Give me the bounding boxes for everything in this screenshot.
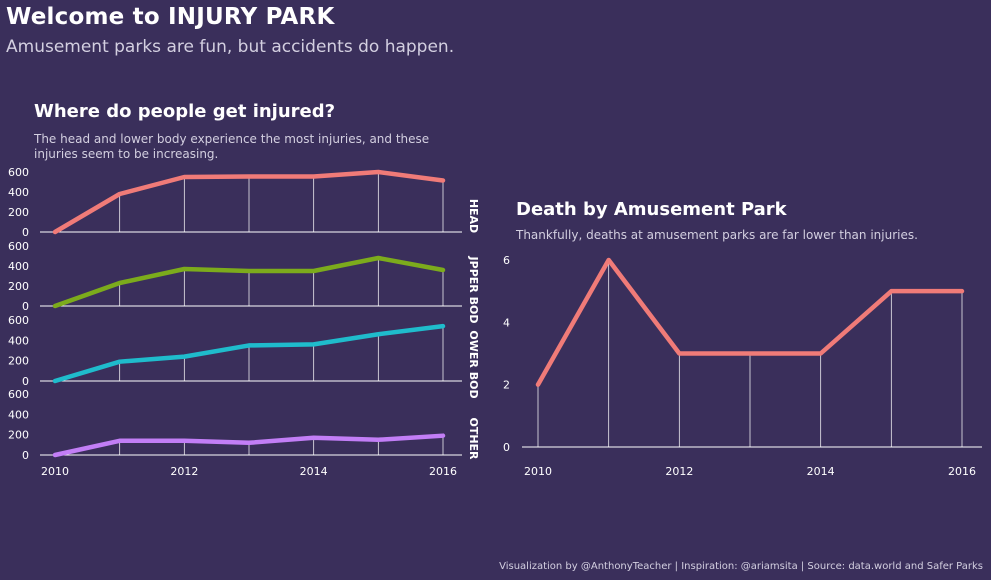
x-tick-label: 2016 xyxy=(948,465,976,478)
y-tick-label: 200 xyxy=(8,355,29,368)
y-tick-label: 600 xyxy=(8,314,29,327)
y-tick-label: 0 xyxy=(22,449,29,462)
y-tick-label: 2 xyxy=(503,379,510,392)
series-line-upper-body xyxy=(52,255,446,309)
x-tick-label: 2016 xyxy=(429,465,457,478)
y-tick-label: 0 xyxy=(22,226,29,239)
series-line-lower-body xyxy=(52,323,446,384)
footer-credit: Visualization by @AnthonyTeacher | Inspi… xyxy=(499,561,983,572)
y-tick-label: 400 xyxy=(8,260,29,273)
injury-subtitle-line-2: injuries seem to be increasing. xyxy=(34,147,219,161)
y-tick-label: 600 xyxy=(8,240,29,253)
y-tick-label: 0 xyxy=(503,441,510,454)
y-tick-label: 600 xyxy=(8,166,29,179)
x-tick-label: 2010 xyxy=(524,465,552,478)
series-line-other xyxy=(52,433,446,458)
x-tick-label: 2014 xyxy=(807,465,835,478)
y-tick-label: 400 xyxy=(8,186,29,199)
y-tick-label: 200 xyxy=(8,429,29,442)
injury-section-title: Where do people get injured? xyxy=(34,101,336,122)
y-tick-label: 6 xyxy=(503,254,510,267)
y-tick-label: 600 xyxy=(8,388,29,401)
panel-label: JPPER BOD xyxy=(467,256,480,324)
y-tick-label: 400 xyxy=(8,334,29,347)
series-line-deaths xyxy=(535,257,965,387)
death-section-title: Death by Amusement Park xyxy=(516,199,787,220)
y-tick-label: 4 xyxy=(503,316,510,329)
series-line-head xyxy=(52,169,446,235)
x-tick-label: 2010 xyxy=(41,465,69,478)
y-tick-label: 0 xyxy=(22,375,29,388)
y-tick-label: 400 xyxy=(8,408,29,421)
y-tick-label: 200 xyxy=(8,280,29,293)
injury-subtitle-line-1: The head and lower body experience the m… xyxy=(34,132,430,146)
panel-label: OWER BOD xyxy=(467,330,480,398)
x-tick-label: 2012 xyxy=(665,465,693,478)
panel-label: OTHER xyxy=(467,417,480,460)
injury-section-subtitle: The head and lower body experience the m… xyxy=(34,132,429,162)
y-tick-label: 200 xyxy=(8,206,29,219)
x-tick-label: 2012 xyxy=(170,465,198,478)
page-title: Welcome to INJURY PARK xyxy=(6,4,335,30)
page-subtitle: Amusement parks are fun, but accidents d… xyxy=(6,37,455,57)
y-tick-label: 0 xyxy=(22,300,29,313)
death-section-subtitle: Thankfully, deaths at amusement parks ar… xyxy=(516,228,918,242)
panel-label: HEAD xyxy=(467,199,480,233)
x-tick-label: 2014 xyxy=(300,465,328,478)
